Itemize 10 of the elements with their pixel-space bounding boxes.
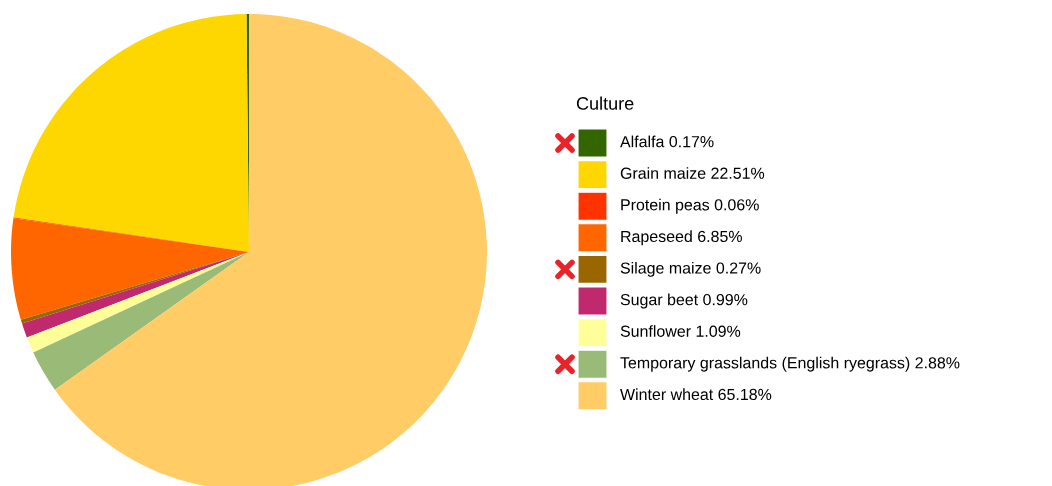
- legend-label: Grain maize 22.51%: [620, 167, 765, 179]
- legend-title: Culture: [576, 96, 634, 110]
- legend-label: Sugar beet 0.99%: [620, 293, 748, 309]
- legend-label: Rapeseed 6.85%: [621, 230, 742, 246]
- legend-label: Silage maize 0.27%: [620, 261, 761, 277]
- legend-label: Sunflower 1.09%: [620, 325, 741, 337]
- legend-label: Winter wheat 65.18%: [620, 388, 772, 401]
- legend-label: Temporary grasslands (English ryegrass) 2.88%: [620, 356, 960, 372]
- legend-label: Protein peas 0.06%: [621, 198, 759, 214]
- legend-label: Alfalfa 0.17%: [620, 135, 714, 148]
